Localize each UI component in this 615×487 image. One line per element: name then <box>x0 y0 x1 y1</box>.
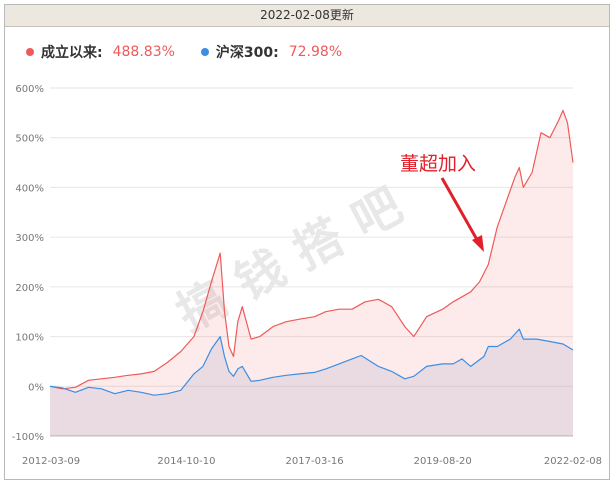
x-tick-label: 2022-02-08 <box>544 456 602 467</box>
y-tick-label: 100% <box>15 333 44 344</box>
update-date-header: 2022-02-08更新 <box>5 5 609 27</box>
y-tick-label: 500% <box>15 134 44 145</box>
x-tick-label: 2019-08-20 <box>414 456 472 467</box>
annotation-arrow-shaft <box>440 177 482 246</box>
legend-value-index: 72.98% <box>288 44 343 60</box>
series-line-fund <box>49 109 574 390</box>
x-tick-label: 2012-03-09 <box>22 456 80 467</box>
legend-label-fund[interactable]: 成立以来: <box>41 45 103 61</box>
chart-panel: 2022-02-08更新 <box>4 4 610 480</box>
y-tick-label: 600% <box>15 84 44 95</box>
annotation-arrow-head <box>472 235 484 252</box>
x-tick-label: 2017-03-16 <box>286 456 344 467</box>
legend-dot-index <box>200 48 209 56</box>
annotation-label: 董超加入 <box>400 153 476 175</box>
series-line-index <box>49 328 574 396</box>
series-area-fund <box>50 110 573 437</box>
x-tick-label: 2014-10-10 <box>157 456 215 467</box>
y-tick-label: 0% <box>28 382 44 393</box>
legend-dot-fund <box>26 48 34 56</box>
y-tick-label: 400% <box>15 183 44 194</box>
chart-legend: 成立以来: 488.83% 沪深300: 72.98% <box>26 42 342 62</box>
legend-label-index[interactable]: 沪深300: <box>215 45 279 61</box>
y-tick-label: 200% <box>15 283 44 294</box>
y-tick-label: -100% <box>12 432 44 443</box>
series-area-index <box>50 329 573 436</box>
legend-value-fund: 488.83% <box>112 44 175 60</box>
y-tick-label: 300% <box>15 233 44 244</box>
